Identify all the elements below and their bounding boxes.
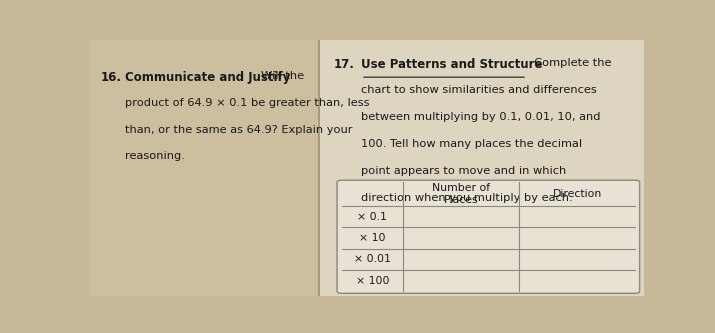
Text: than, or the same as 64.9? Explain your: than, or the same as 64.9? Explain your xyxy=(125,125,353,135)
Text: Complete the: Complete the xyxy=(527,58,611,68)
Text: Will the: Will the xyxy=(261,71,305,81)
Text: × 0.01: × 0.01 xyxy=(354,254,391,264)
Text: Direction: Direction xyxy=(553,189,602,199)
Text: between multiplying by 0.1, 0.01, 10, and: between multiplying by 0.1, 0.01, 10, an… xyxy=(361,112,601,122)
Text: 16.: 16. xyxy=(100,71,122,84)
Text: Number of
Places: Number of Places xyxy=(432,183,490,205)
Text: 17.: 17. xyxy=(333,58,354,71)
Text: Communicate and Justify: Communicate and Justify xyxy=(125,71,291,84)
Text: × 10: × 10 xyxy=(359,233,385,243)
Text: product of 64.9 × 0.1 be greater than, less: product of 64.9 × 0.1 be greater than, l… xyxy=(125,98,370,108)
Text: Use Patterns and Structure: Use Patterns and Structure xyxy=(361,58,543,71)
FancyBboxPatch shape xyxy=(89,40,320,296)
Text: point appears to move and in which: point appears to move and in which xyxy=(361,166,566,175)
Text: × 0.1: × 0.1 xyxy=(358,212,388,222)
Text: × 100: × 100 xyxy=(355,276,389,286)
Text: reasoning.: reasoning. xyxy=(125,152,185,162)
FancyBboxPatch shape xyxy=(320,40,644,296)
Text: chart to show similarities and differences: chart to show similarities and differenc… xyxy=(361,85,596,95)
FancyBboxPatch shape xyxy=(337,180,640,293)
Text: 100. Tell how many places the decimal: 100. Tell how many places the decimal xyxy=(361,139,582,149)
Text: direction when you multiply by each.: direction when you multiply by each. xyxy=(361,192,573,202)
